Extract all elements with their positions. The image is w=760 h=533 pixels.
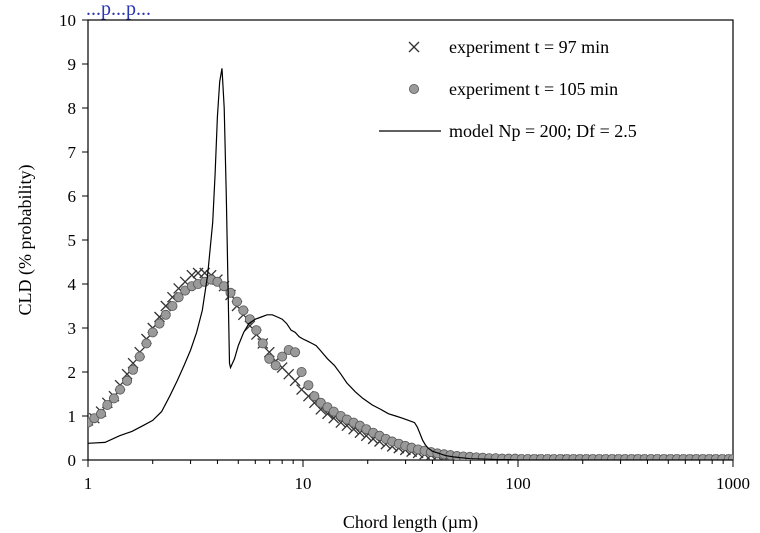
circle-point [173,292,184,303]
header-link-text[interactable]: ...p...p... [86,0,151,20]
circle-point [141,338,152,349]
legend-label: experiment t = 97 min [449,37,609,57]
y-tick-label: 4 [68,275,77,294]
legend-label: model Np = 200; Df = 2.5 [449,121,637,141]
y-tick-label: 2 [68,363,77,382]
cross-point [289,375,301,387]
circle-point [231,296,242,307]
cross-point [186,269,198,281]
circle-point [225,287,236,298]
circle-point [154,318,165,329]
y-axis-title: CLD (% probability) [15,165,36,316]
y-tick-label: 3 [68,319,77,338]
y-tick-label: 1 [68,407,77,426]
circle-point [147,327,158,338]
circle-point [728,454,733,460]
model-curve-line [88,68,733,460]
legend-entry-0: experiment t = 97 min [408,37,609,57]
x-tick-label: 10 [295,474,312,493]
series-2 [88,68,733,460]
legend-cross-swatch [408,41,420,53]
y-tick-label: 5 [68,231,77,250]
legend-entry-1: experiment t = 105 min [408,79,618,99]
x-tick-label: 1 [84,474,93,493]
series-layer [88,68,733,460]
y-axis-ticks: 0 1 2 3 4 5 6 7 8 9 10 [59,11,88,470]
legend: experiment t = 97 min experiment t = 105 … [379,37,637,141]
circle-point [277,351,288,362]
y-tick-label: 10 [59,11,76,30]
y-tick-label: 6 [68,187,77,206]
legend-entry-2: model Np = 200; Df = 2.5 [379,121,637,141]
circle-point [108,393,119,404]
y-tick-label: 8 [68,99,77,118]
circle-point [290,347,301,358]
circle-point [251,325,262,336]
circle-point [270,360,281,371]
circle-point [122,375,133,386]
circle-point [328,406,339,417]
circle-point [160,309,171,320]
circle-point [128,364,139,375]
circle-point [257,338,268,349]
circle-point [167,300,178,311]
y-tick-label: 9 [68,55,77,74]
circle-point [296,366,307,377]
legend-label: experiment t = 105 min [449,79,618,99]
circle-point [309,391,320,402]
circle-point [303,380,314,391]
circle-point [238,305,249,316]
circle-point [115,384,126,395]
circle-point [96,408,107,419]
x-axis-title: Chord length (µm) [343,512,478,533]
x-tick-label: 1000 [716,474,750,493]
y-tick-label: 7 [68,143,77,162]
circle-point [264,353,275,364]
y-tick-label: 0 [68,451,77,470]
circle-point [102,399,113,410]
circle-point [134,351,145,362]
x-axis-ticks: 1 10 100 1000 [84,460,750,493]
legend-circle-swatch [408,84,419,95]
series-1 [88,274,733,460]
x-tick-label: 100 [505,474,531,493]
